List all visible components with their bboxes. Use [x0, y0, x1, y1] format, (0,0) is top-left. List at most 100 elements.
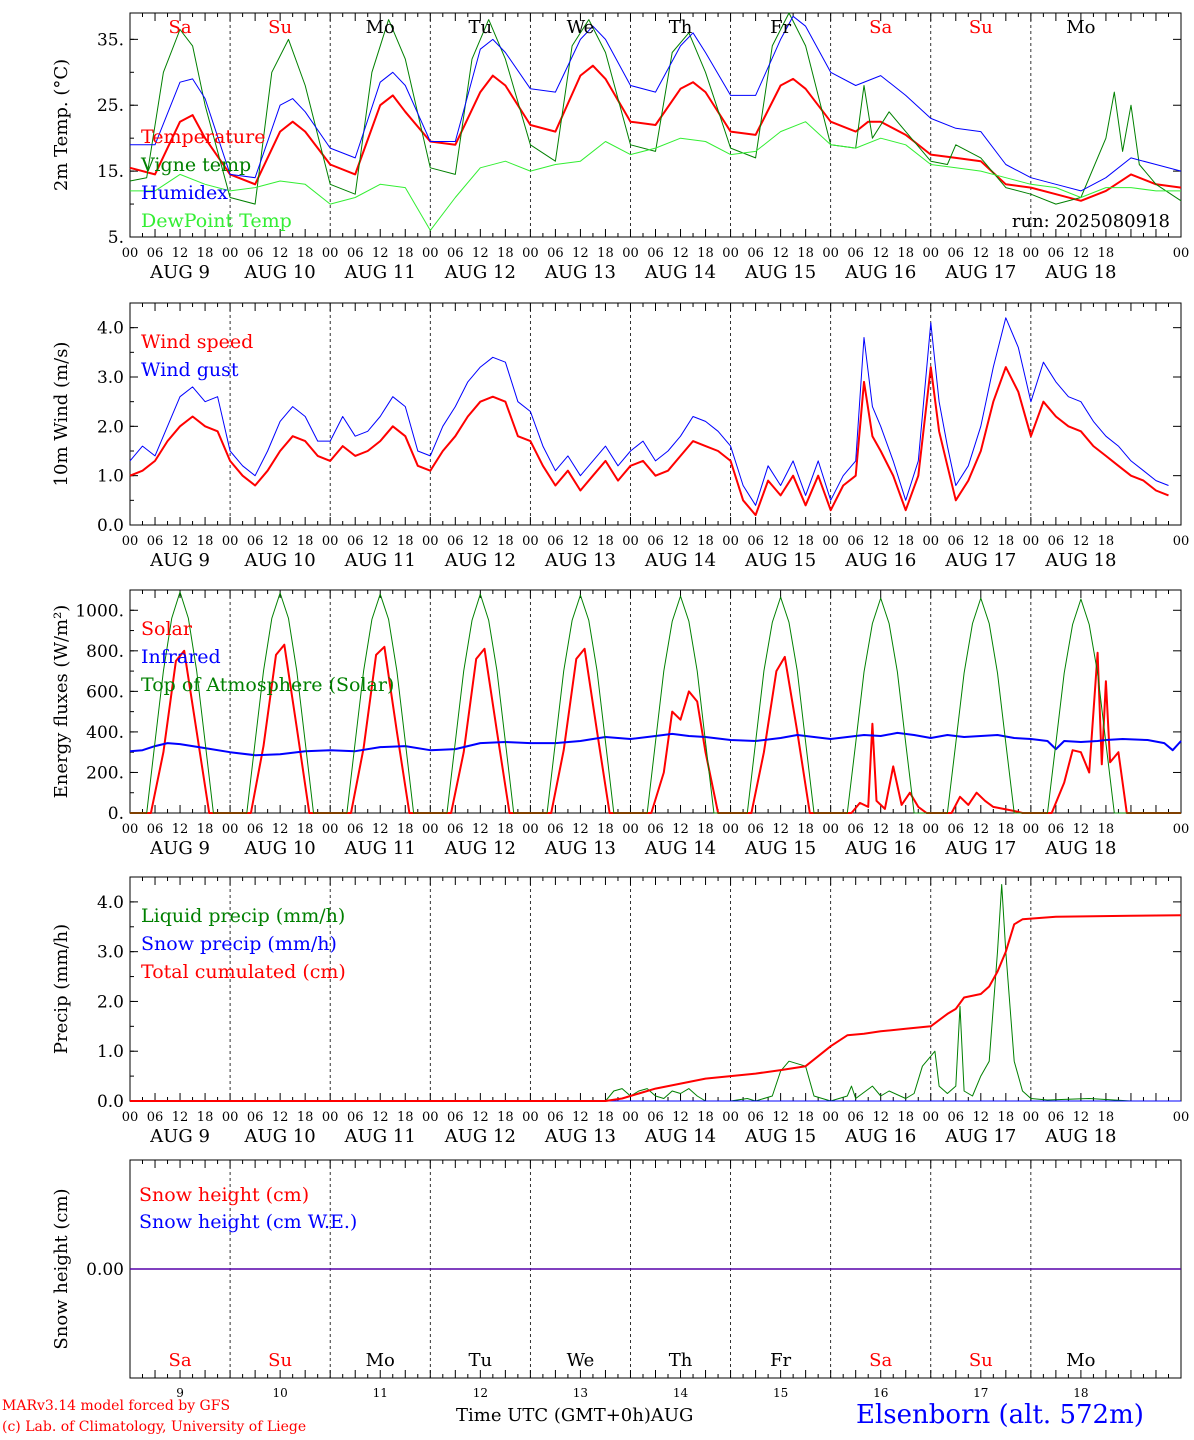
day-number: 9 — [176, 1386, 184, 1400]
x-date-label: AUG 14 — [644, 550, 716, 571]
y-axis-label: Snow height (cm) — [51, 1188, 72, 1349]
day-abbr-top: Su — [268, 17, 292, 38]
x-date-label: AUG 11 — [344, 838, 416, 859]
x-date-label: AUG 14 — [644, 1126, 716, 1147]
x-date-label: AUG 14 — [644, 262, 716, 283]
y-tick-label: 0.0 — [97, 1092, 124, 1112]
x-hour-label: 06 — [447, 534, 464, 549]
x-axis-month: AUG — [650, 1405, 694, 1426]
x-hour-label: 00 — [722, 1110, 739, 1125]
x-hour-label: 06 — [647, 246, 664, 261]
series-line — [130, 15, 1182, 192]
x-hour-label: 18 — [497, 246, 514, 261]
day-abbr-top: Th — [669, 17, 693, 38]
x-axis-title: Time UTC (GMT+0h)AUG — [456, 1405, 693, 1426]
x-hour-label: 06 — [147, 246, 164, 261]
x-date-label: AUG 9 — [149, 838, 210, 859]
x-date-label: AUG 12 — [444, 550, 516, 571]
y-tick-label: 1000. — [75, 601, 124, 621]
x-date-label: AUG 15 — [744, 838, 816, 859]
x-hour-label: 00 — [1173, 534, 1190, 549]
x-hour-label: 18 — [897, 534, 914, 549]
x-date-label: AUG 18 — [1044, 838, 1116, 859]
x-hour-label: 18 — [397, 1110, 414, 1125]
x-hour-label: 00 — [1023, 246, 1040, 261]
y-tick-label: 2.0 — [97, 992, 124, 1012]
x-hour-label: 12 — [973, 534, 990, 549]
day-number: 12 — [473, 1386, 488, 1400]
x-hour-label: 12 — [672, 1110, 689, 1125]
series-line — [129, 366, 1169, 517]
legend-entry: Total cumulated (cm) — [141, 961, 346, 983]
x-date-label: AUG 16 — [844, 1126, 916, 1147]
x-date-label: AUG 12 — [444, 1126, 516, 1147]
day-abbr-bottom: Th — [669, 1350, 693, 1371]
y-tick-label: 200. — [86, 763, 124, 783]
x-hour-label: 18 — [497, 534, 514, 549]
x-hour-label: 06 — [1048, 822, 1065, 837]
x-hour-label: 12 — [272, 246, 289, 261]
x-date-label: AUG 17 — [944, 838, 1016, 859]
x-date-label: AUG 11 — [344, 550, 416, 571]
x-hour-label: 12 — [772, 246, 789, 261]
x-hour-label: 12 — [772, 1110, 789, 1125]
x-hour-label: 00 — [322, 822, 339, 837]
y-axis-label: Energy fluxes (W/m²) — [51, 605, 72, 799]
x-date-label: AUG 16 — [844, 262, 916, 283]
x-hour-label: 12 — [472, 1110, 489, 1125]
x-hour-label: 06 — [948, 534, 965, 549]
x-hour-label: 12 — [872, 1110, 889, 1125]
x-hour-label: 12 — [1073, 246, 1090, 261]
x-hour-label: 18 — [397, 246, 414, 261]
y-axis-label: Precip (mm/h) — [51, 924, 72, 1054]
legend-entry: Liquid precip (mm/h) — [141, 905, 345, 927]
x-date-label: AUG 11 — [344, 1126, 416, 1147]
station-label: Elsenborn (alt. 572m) — [856, 1400, 1144, 1430]
x-date-label: AUG 10 — [244, 550, 316, 571]
x-hour-label: 06 — [247, 822, 264, 837]
y-tick-label: 1.0 — [97, 467, 124, 487]
x-hour-label: 18 — [897, 822, 914, 837]
series-line — [129, 64, 1182, 202]
x-date-label: AUG 15 — [744, 550, 816, 571]
y-tick-label: 800. — [86, 642, 124, 662]
x-hour-label: 06 — [547, 1110, 564, 1125]
x-hour-label: 00 — [622, 246, 639, 261]
x-date-label: AUG 13 — [544, 838, 616, 859]
x-hour-label: 00 — [322, 246, 339, 261]
x-hour-label: 06 — [447, 246, 464, 261]
x-hour-label: 06 — [147, 822, 164, 837]
x-hour-label: 00 — [422, 246, 439, 261]
y-tick-label: 0. — [108, 804, 124, 824]
panel-frame — [129, 302, 1182, 526]
day-abbr-top: Fr — [770, 17, 791, 38]
x-hour-label: 06 — [147, 534, 164, 549]
x-hour-label: 00 — [1023, 822, 1040, 837]
day-abbr-top: Mo — [1066, 17, 1095, 38]
x-hour-label: 00 — [522, 822, 539, 837]
x-hour-label: 12 — [672, 822, 689, 837]
x-date-label: AUG 13 — [544, 1126, 616, 1147]
x-hour-label: 18 — [197, 534, 214, 549]
x-hour-label: 12 — [372, 1110, 389, 1125]
x-hour-label: 06 — [847, 246, 864, 261]
day-number: 16 — [873, 1386, 888, 1400]
x-hour-label: 18 — [697, 1110, 714, 1125]
x-hour-label: 18 — [497, 1110, 514, 1125]
x-hour-label: 12 — [372, 534, 389, 549]
x-date-label: AUG 12 — [444, 262, 516, 283]
x-hour-label: 18 — [797, 246, 814, 261]
x-hour-label: 18 — [697, 534, 714, 549]
x-hour-label: 00 — [122, 822, 139, 837]
x-hour-label: 00 — [922, 246, 939, 261]
x-hour-label: 00 — [922, 822, 939, 837]
x-hour-label: 12 — [872, 822, 889, 837]
y-tick-label: 5. — [108, 228, 124, 248]
x-hour-label: 00 — [122, 246, 139, 261]
x-hour-label: 06 — [547, 246, 564, 261]
x-hour-label: 06 — [347, 534, 364, 549]
day-abbr-top: Su — [969, 17, 993, 38]
x-date-label: AUG 10 — [244, 838, 316, 859]
series-line — [129, 317, 1169, 506]
